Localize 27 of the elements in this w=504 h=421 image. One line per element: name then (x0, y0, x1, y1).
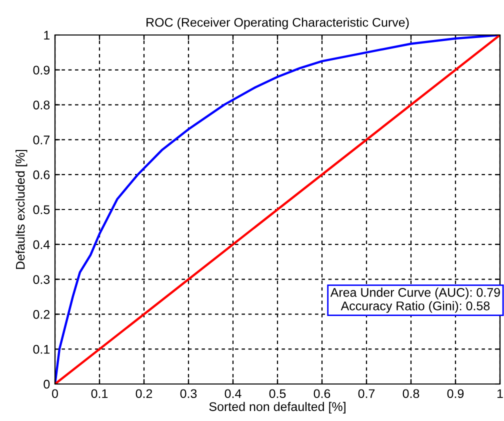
line-series (55, 35, 500, 384)
x-tick-label: 1 (497, 389, 503, 398)
y-tick-label: 0 (44, 380, 50, 389)
y-tick-label: 0.1 (33, 344, 50, 354)
annotation: Area Under Curve (AUC): 0.79 Accuracy Ratio (Gini): 0.58 (330, 288, 500, 313)
x-tick-label: 0.4 (224, 389, 242, 398)
y-tick-label: 0.5 (33, 205, 50, 214)
y-axis-title: Defaults excluded [%] (16, 150, 28, 269)
y-tick-label: 0.2 (33, 310, 50, 319)
x-tick-label: 0.9 (447, 389, 464, 398)
x-tick-label: 0.6 (314, 389, 330, 398)
y-tick-label: 0.4 (33, 240, 50, 250)
x-tick-label: 0.7 (358, 389, 375, 398)
y-tick-label: 0.7 (33, 136, 50, 144)
x-tick-label: 0.2 (136, 389, 152, 398)
y-tick-label: 1 (44, 30, 50, 40)
y-tick-label: 0.6 (33, 170, 50, 180)
x-tick-label: 0 (52, 389, 58, 398)
y-tick-label: 0.8 (33, 100, 50, 110)
x-tick-label: 0.5 (269, 389, 286, 398)
x-axis-title: Sorted non defaulted [%] (209, 402, 346, 414)
chart-title: ROC (Receiver Operating Characteristic Curve) (146, 18, 409, 30)
y-tick-label: 0.3 (33, 275, 50, 284)
x-tick-label: 0.8 (402, 389, 420, 398)
y-tick-label: 0.9 (33, 66, 50, 75)
x-tick-label: 0.3 (180, 389, 197, 398)
x-tick-label: 0.1 (91, 389, 108, 398)
